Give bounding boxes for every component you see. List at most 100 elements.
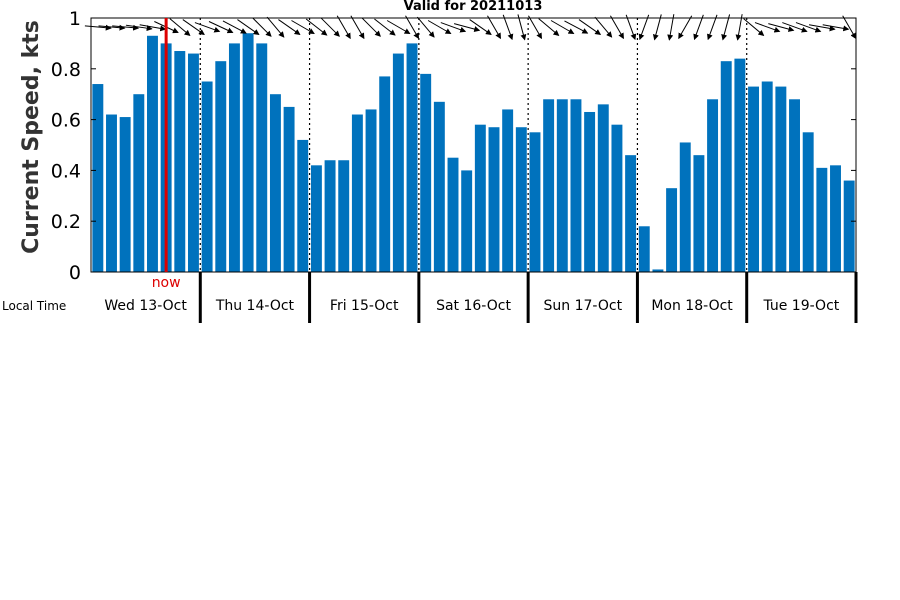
bar	[242, 33, 254, 272]
chart-title: Valid for 20211013	[404, 0, 543, 14]
bar	[734, 58, 746, 272]
bar	[748, 86, 760, 272]
y-tick-label: 0.2	[51, 211, 81, 233]
plot-area: 0 0.2 0.4 0.6 0.8 1 now Wed 13-Oct Thu 14-Oct Fri…	[51, 8, 858, 323]
direction-arrow	[291, 20, 315, 34]
direction-arrow	[538, 18, 560, 37]
bar	[392, 53, 404, 273]
direction-arrow	[336, 15, 351, 40]
direction-arrow	[237, 19, 260, 36]
bar	[133, 94, 145, 272]
direction-arrow	[578, 19, 602, 36]
bar	[474, 124, 486, 273]
day-label: Wed 13-Oct	[104, 298, 187, 314]
bar	[816, 167, 828, 272]
direction-arrow	[550, 20, 575, 35]
direction-arrow	[278, 19, 301, 36]
direction-arrow	[808, 24, 836, 32]
direction-arrow	[487, 15, 501, 40]
bar	[720, 61, 732, 273]
y-tick-label: 0	[69, 262, 81, 284]
direction-arrow	[754, 22, 781, 33]
direction-arrow	[822, 24, 850, 32]
bar	[406, 43, 418, 273]
bar	[830, 165, 841, 272]
direction-arrow	[440, 22, 467, 33]
direction-arrow	[625, 14, 637, 41]
bar	[269, 94, 281, 272]
bar	[679, 142, 691, 272]
bar	[638, 226, 650, 272]
now-label: now	[152, 275, 181, 291]
direction-arrow	[350, 15, 365, 40]
direction-arrow	[386, 20, 411, 35]
bar	[310, 165, 322, 272]
direction-arrow	[182, 19, 205, 36]
day-label: Fri 15-Oct	[330, 298, 399, 314]
direction-arrow	[194, 22, 221, 33]
bar	[488, 127, 500, 272]
direction-arrow	[222, 20, 247, 34]
bar	[215, 61, 227, 273]
bar	[843, 180, 855, 272]
y-tick-label: 0.6	[51, 110, 81, 132]
direction-arrow	[405, 15, 420, 40]
day-label: Tue 19-Oct	[762, 298, 839, 314]
plot-frame	[90, 17, 857, 273]
direction-arrow	[610, 15, 624, 40]
direction-arrow	[266, 16, 285, 38]
direction-arrow	[782, 22, 808, 33]
bar	[693, 155, 705, 272]
bar	[92, 84, 104, 272]
direction-arrow	[169, 18, 191, 37]
direction-arrow	[252, 17, 272, 37]
bar	[543, 99, 555, 272]
bar	[106, 114, 117, 273]
bar	[775, 86, 787, 272]
bar	[761, 81, 773, 272]
direction-arrow	[594, 16, 613, 38]
direction-arrow	[743, 18, 765, 37]
bar	[283, 106, 295, 273]
bar	[597, 104, 609, 272]
bar	[351, 114, 363, 273]
bar	[379, 76, 391, 272]
direction-arrow	[502, 14, 514, 41]
bar	[147, 35, 158, 272]
direction-arrow	[453, 23, 481, 32]
direction-arrow	[638, 14, 650, 41]
bar	[228, 43, 240, 273]
bar	[119, 117, 131, 272]
y-tick-label: 1	[69, 8, 81, 30]
direction-arrow	[98, 24, 126, 31]
direction-arrow	[139, 24, 167, 32]
bar	[502, 109, 514, 272]
bar	[174, 51, 186, 272]
direction-arrow	[305, 18, 328, 36]
bar	[297, 139, 309, 272]
direction-arrow	[517, 14, 527, 41]
direction-arrow	[84, 24, 112, 31]
direction-arrow	[427, 20, 452, 34]
direction-arrow	[768, 23, 795, 32]
bar	[461, 170, 473, 272]
bar	[556, 99, 568, 272]
bar	[611, 124, 623, 273]
x-axis-label: Local Time	[2, 299, 66, 313]
bar	[666, 188, 678, 272]
bar	[420, 73, 432, 272]
direction-arrow	[416, 16, 435, 38]
direction-arrow	[320, 17, 340, 37]
bar	[324, 160, 336, 272]
direction-arrow	[721, 14, 731, 41]
bar	[570, 99, 582, 272]
bar	[256, 43, 268, 273]
bar	[625, 155, 637, 272]
y-tick-label: 0.8	[51, 59, 81, 81]
direction-arrow	[735, 14, 743, 41]
direction-arrow	[125, 24, 153, 32]
bar	[201, 81, 213, 272]
direction-arrow	[469, 19, 492, 36]
direction-arrow	[564, 20, 589, 34]
